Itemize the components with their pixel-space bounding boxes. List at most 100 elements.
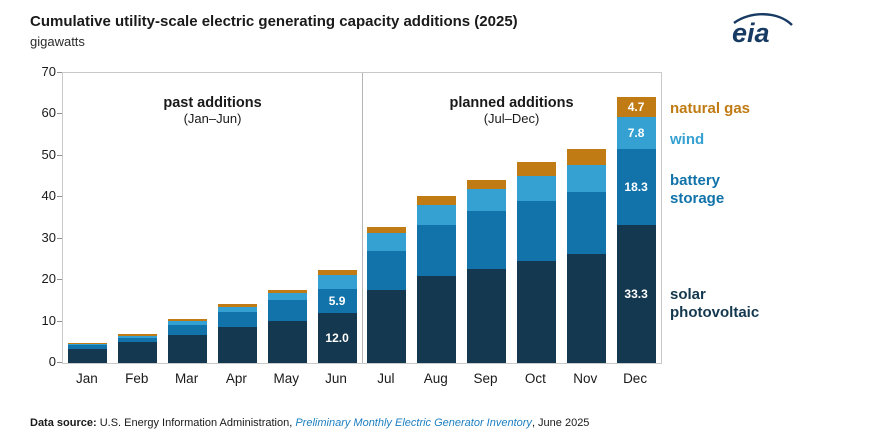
bar-sep: [467, 179, 506, 363]
bar-value-label: 18.3: [624, 180, 648, 195]
bar-may: [267, 289, 307, 363]
bar-value-label: 4.7: [627, 100, 645, 115]
bar-oct: [516, 161, 556, 363]
y-axis-tick-mark: [57, 237, 62, 239]
x-axis-tick-label: Jun: [325, 371, 347, 386]
bar-mar: [168, 319, 207, 363]
y-axis-tick-label: 0: [48, 354, 56, 369]
chart-title: Cumulative utility-scale electric genera…: [30, 13, 518, 30]
x-axis-tick-label: Dec: [623, 371, 648, 386]
segment-solar-photovoltaic: [68, 348, 108, 363]
segment-battery-storage: [417, 225, 457, 276]
bar-value-label: 33.3: [624, 287, 648, 302]
x-axis-tick-label: May: [273, 371, 299, 386]
legend-natural-gas: natural gas: [670, 100, 751, 117]
segment-natural-gas: [118, 334, 158, 336]
plot-area: past additions (Jan–Jun) planned additio…: [62, 72, 662, 364]
segment-wind: [417, 204, 457, 226]
y-axis-tick-mark: [57, 196, 62, 198]
segment-wind: [516, 176, 556, 202]
segment-natural-gas: [566, 148, 606, 166]
segment-solar-photovoltaic: [566, 254, 606, 363]
segment-battery-storage: 5.9: [317, 288, 357, 314]
past-planned-divider: [362, 73, 363, 363]
legend-wind: wind: [670, 131, 705, 148]
segment-wind: [566, 165, 606, 192]
segment-solar-photovoltaic: [367, 290, 407, 363]
segment-natural-gas: [417, 196, 457, 205]
chart-units-label: gigawatts: [30, 34, 85, 49]
bar-value-label: 12.0: [325, 331, 349, 346]
y-axis-tick-label: 10: [41, 312, 56, 328]
y-axis-tick-label: 60: [41, 105, 56, 121]
segment-wind: [68, 343, 108, 346]
y-axis-tick-label: 40: [41, 188, 56, 204]
segment-wind: [217, 306, 257, 313]
segment-wind: [467, 189, 506, 211]
y-axis-tick-mark: [57, 154, 62, 156]
segment-solar-photovoltaic: 12.0: [317, 313, 357, 363]
bar-value-label: 5.9: [328, 294, 346, 309]
y-axis-tick-mark: [57, 362, 62, 363]
eia-logo-text: eia: [732, 18, 770, 48]
data-source-link[interactable]: Preliminary Monthly Electric Generator I…: [295, 417, 532, 429]
data-source-text: U.S. Energy Information Administration,: [96, 417, 296, 429]
segment-natural-gas: [367, 227, 407, 233]
bar-feb: [118, 334, 158, 363]
segment-solar-photovoltaic: [217, 326, 257, 363]
bar-apr: [217, 304, 257, 363]
y-axis-tick-label: 50: [41, 146, 56, 162]
segment-battery-storage: [516, 201, 556, 262]
past-additions-range: (Jan–Jun): [183, 111, 242, 126]
segment-solar-photovoltaic: [516, 261, 556, 363]
segment-battery-storage: [217, 312, 257, 327]
segment-wind: [267, 293, 307, 301]
segment-solar-photovoltaic: [118, 342, 158, 363]
x-axis-tick-label: Sep: [473, 371, 498, 386]
bar-jul: [367, 227, 407, 363]
segment-natural-gas: [467, 179, 506, 190]
x-axis-tick-label: Jan: [76, 371, 98, 386]
x-axis-tick-label: Apr: [225, 371, 247, 386]
x-axis-tick-label: Jul: [377, 371, 395, 386]
y-axis-tick-mark: [57, 113, 62, 115]
y-axis-tick-mark: [57, 320, 62, 322]
segment-natural-gas: [267, 289, 307, 294]
data-source-suffix: , June 2025: [531, 417, 590, 429]
planned-additions-range: (Jul–Dec): [483, 111, 540, 126]
x-axis-tick-label: Aug: [423, 371, 448, 386]
segment-battery-storage: [267, 300, 307, 321]
past-additions-label: past additions: [163, 95, 262, 111]
eia-logo-swoosh: [733, 13, 793, 26]
bar-aug: [417, 196, 457, 363]
segment-solar-photovoltaic: [467, 268, 506, 363]
segment-natural-gas: [317, 269, 357, 275]
bar-jun: 12.0 5.9: [317, 269, 357, 363]
segment-battery-storage: [566, 191, 606, 255]
segment-wind: [367, 232, 407, 251]
x-axis-tick-label: Oct: [524, 371, 546, 386]
y-axis-tick-label: 70: [41, 64, 56, 79]
segment-natural-gas: [217, 304, 257, 307]
segment-wind: [168, 321, 207, 326]
segment-natural-gas: 4.7: [616, 97, 656, 117]
y-axis-tick-label: 20: [41, 271, 56, 287]
y-axis-tick-mark: [57, 72, 62, 73]
bar-nov: [566, 148, 606, 363]
bar-value-label: 7.8: [627, 126, 645, 141]
segment-solar-photovoltaic: [168, 335, 207, 363]
segment-battery-storage: [118, 337, 158, 343]
x-axis-tick-label: Nov: [573, 371, 598, 386]
segment-wind: 7.8: [616, 116, 656, 150]
legend-solar-photovoltaic: solar photovoltaic: [670, 286, 760, 321]
y-axis-tick-label: 30: [41, 229, 56, 245]
segment-battery-storage: [168, 325, 207, 336]
y-axis-tick-mark: [57, 279, 62, 281]
segment-battery-storage: [467, 210, 506, 269]
section-label-past: past additions (Jan–Jun): [63, 95, 362, 126]
segment-battery-storage: [367, 250, 407, 291]
bar-dec: 33.3 18.3 7.8 4.7: [616, 97, 656, 363]
segment-battery-storage: 18.3: [616, 149, 656, 226]
x-axis-tick-label: Mar: [174, 371, 199, 386]
